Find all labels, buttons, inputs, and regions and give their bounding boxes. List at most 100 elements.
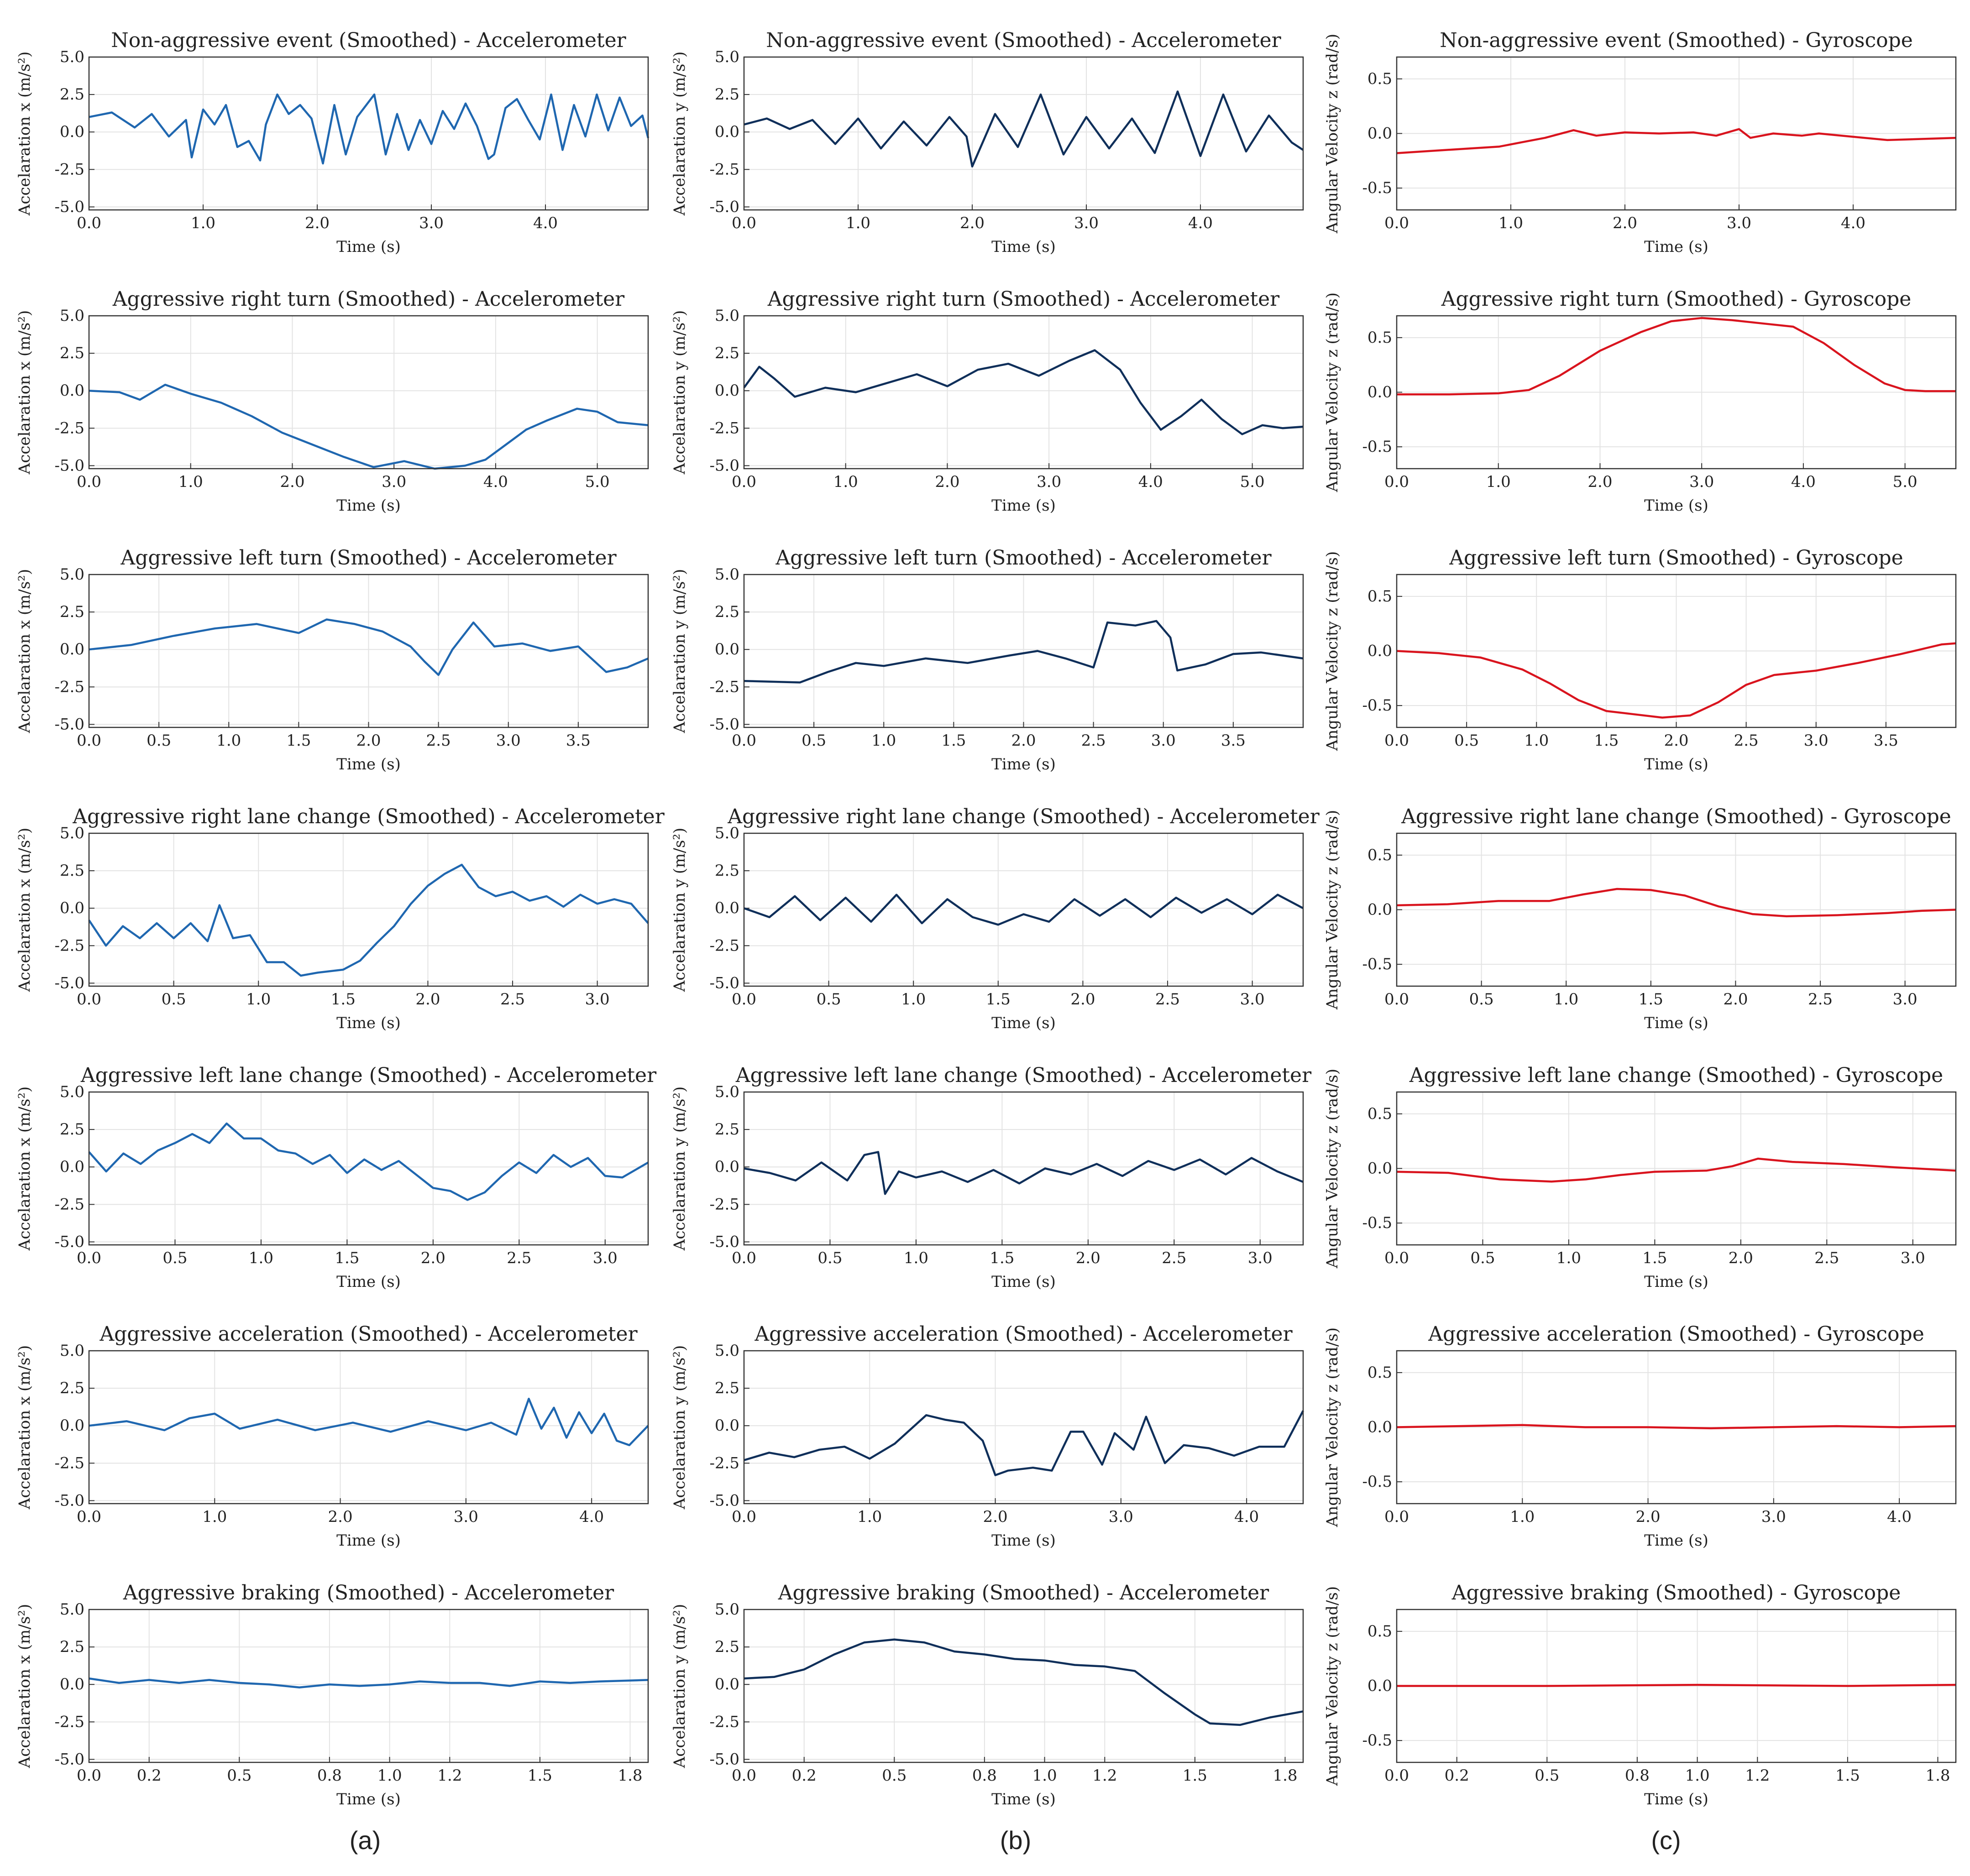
series-line [1396, 1157, 1956, 1183]
x-tick-label: 3.0 [1109, 1508, 1133, 1526]
chart-title: Aggressive left lane change (Smoothed) -… [735, 1064, 1312, 1087]
y-tick-label: 0.0 [715, 123, 739, 141]
series-line [1397, 1683, 1956, 1687]
y-tick-label: -5.0 [709, 456, 739, 475]
y-tick-label: -2.5 [709, 1454, 739, 1472]
chart-title: Aggressive acceleration (Smoothed) - Acc… [754, 1322, 1293, 1346]
x-tick-label: 2.0 [1070, 990, 1095, 1009]
x-tick-label: 4.0 [1138, 473, 1163, 491]
plot-frame [743, 1350, 1304, 1505]
y-tick-label: 5.0 [60, 48, 84, 66]
x-tick-label: 1.5 [986, 990, 1011, 1009]
x-tick-label: 3.5 [1221, 732, 1246, 750]
x-tick-label: 1.5 [335, 1249, 359, 1267]
x-tick-label: 4.0 [1887, 1508, 1912, 1526]
x-tick-label: 1.0 [1685, 1766, 1710, 1785]
x-tick-label: 0.0 [1384, 1249, 1409, 1267]
y-tick-label: -2.5 [54, 1713, 84, 1731]
y-tick-label: 5.0 [60, 307, 84, 325]
chart-title: Aggressive acceleration (Smoothed) - Gyr… [1428, 1322, 1924, 1346]
x-tick-label: 1.0 [871, 732, 896, 750]
y-tick-label: 2.5 [715, 1379, 739, 1397]
x-tick-label: 0.0 [77, 1766, 101, 1785]
x-tick-label: 3.0 [496, 732, 521, 750]
x-tick-label: 0.5 [1469, 990, 1494, 1009]
y-tick-label: 5.0 [715, 48, 739, 66]
chart-right_lane_change-gyro_z: Aggressive right lane change (Smoothed) … [1323, 805, 1957, 1032]
y-tick-label: -5.0 [54, 974, 84, 992]
y-tick-label: -2.5 [54, 678, 84, 696]
chart-title: Aggressive right lane change (Smoothed) … [72, 805, 665, 828]
y-tick-label: 0.0 [1367, 383, 1392, 402]
chart-non_aggressive-gyro_z: Non-aggressive event (Smoothed) - Gyrosc… [1323, 29, 1957, 256]
y-tick-label: 0.5 [1367, 329, 1392, 347]
x-tick-label: 4.0 [533, 214, 558, 232]
chart-braking-accel_x: Aggressive braking (Smoothed) - Accelero… [16, 1581, 649, 1808]
y-tick-label: -2.5 [54, 936, 84, 955]
x-tick-label: 4.0 [1188, 214, 1213, 232]
y-tick-label: 0.0 [715, 640, 739, 658]
x-tick-label: 0.5 [162, 1249, 187, 1267]
y-tick-label: 5.0 [715, 565, 739, 584]
x-tick-label: 2.5 [507, 1249, 531, 1267]
y-tick-label: -0.5 [1362, 438, 1392, 456]
y-axis-label: Accelaration y (m/s²) [671, 1345, 689, 1510]
y-tick-label: 5.0 [60, 1342, 84, 1360]
x-tick-label: 0.0 [1384, 214, 1409, 232]
y-tick-label: -2.5 [54, 419, 84, 437]
x-axis-label: Time (s) [1644, 1273, 1708, 1291]
x-tick-label: 1.5 [990, 1249, 1014, 1267]
y-tick-label: 0.0 [715, 899, 739, 917]
y-tick-label: -5.0 [709, 1233, 739, 1251]
chart-title: Aggressive left lane change (Smoothed) -… [1409, 1064, 1943, 1087]
x-tick-label: 0.0 [1384, 473, 1409, 491]
series-line [744, 1638, 1304, 1726]
x-axis-label: Time (s) [1644, 1531, 1708, 1550]
x-tick-label: 2.5 [1081, 732, 1106, 750]
y-tick-label: 2.5 [715, 344, 739, 362]
x-tick-label: 1.0 [1556, 1249, 1581, 1267]
x-tick-label: 4.0 [1791, 473, 1816, 491]
x-tick-label: 0.0 [732, 1508, 756, 1526]
y-tick-label: -0.5 [1362, 179, 1392, 197]
x-tick-label: 1.5 [1642, 1249, 1667, 1267]
x-tick-label: 0.0 [77, 473, 101, 491]
y-tick-label: 0.0 [60, 381, 84, 400]
chart-title: Non-aggressive event (Smoothed) - Accele… [111, 29, 626, 52]
x-tick-label: 1.0 [191, 214, 215, 232]
y-axis-label: Accelaration y (m/s²) [671, 828, 689, 992]
chart-right_turn-accel_x: Aggressive right turn (Smoothed) - Accel… [16, 287, 649, 515]
series-line [89, 618, 649, 676]
x-tick-label: 3.0 [593, 1249, 618, 1267]
y-tick-label: 2.5 [60, 85, 84, 104]
y-tick-label: 5.0 [715, 1342, 739, 1360]
y-tick-label: -0.5 [1362, 1214, 1392, 1232]
x-axis-label: Time (s) [991, 238, 1056, 256]
x-tick-label: 0.0 [1384, 1508, 1409, 1526]
x-tick-label: 0.0 [732, 1249, 756, 1267]
y-axis-label: Accelaration y (m/s²) [671, 569, 689, 733]
y-tick-label: -5.0 [709, 1750, 739, 1768]
y-tick-label: -2.5 [709, 1195, 739, 1213]
chart-non_aggressive-accel_y: Non-aggressive event (Smoothed) - Accele… [671, 29, 1304, 256]
chart-title: Aggressive right lane change (Smoothed) … [727, 805, 1320, 828]
x-axis-label: Time (s) [991, 1273, 1056, 1291]
x-tick-label: 2.5 [1162, 1249, 1186, 1267]
x-tick-label: 1.0 [1486, 473, 1511, 491]
y-tick-label: 0.0 [60, 640, 84, 658]
chart-title: Aggressive right turn (Smoothed) - Gyros… [1441, 287, 1912, 311]
chart-right_turn-gyro_z: Aggressive right turn (Smoothed) - Gyros… [1323, 287, 1957, 515]
series-line [1396, 1424, 1956, 1430]
x-axis-label: Time (s) [1644, 1790, 1708, 1808]
series-line [1396, 888, 1956, 918]
y-tick-label: -5.0 [709, 198, 739, 216]
x-tick-label: 0.5 [227, 1766, 251, 1785]
y-tick-label: -5.0 [54, 1233, 84, 1251]
series-line [89, 93, 650, 165]
x-tick-label: 2.0 [1613, 214, 1637, 232]
x-axis-label: Time (s) [336, 1014, 401, 1032]
y-axis-label: Angular Velocity z (rad/s) [1323, 293, 1341, 492]
y-tick-label: 0.0 [1367, 642, 1392, 660]
y-tick-label: 0.0 [1367, 125, 1392, 143]
series-line [744, 620, 1304, 684]
